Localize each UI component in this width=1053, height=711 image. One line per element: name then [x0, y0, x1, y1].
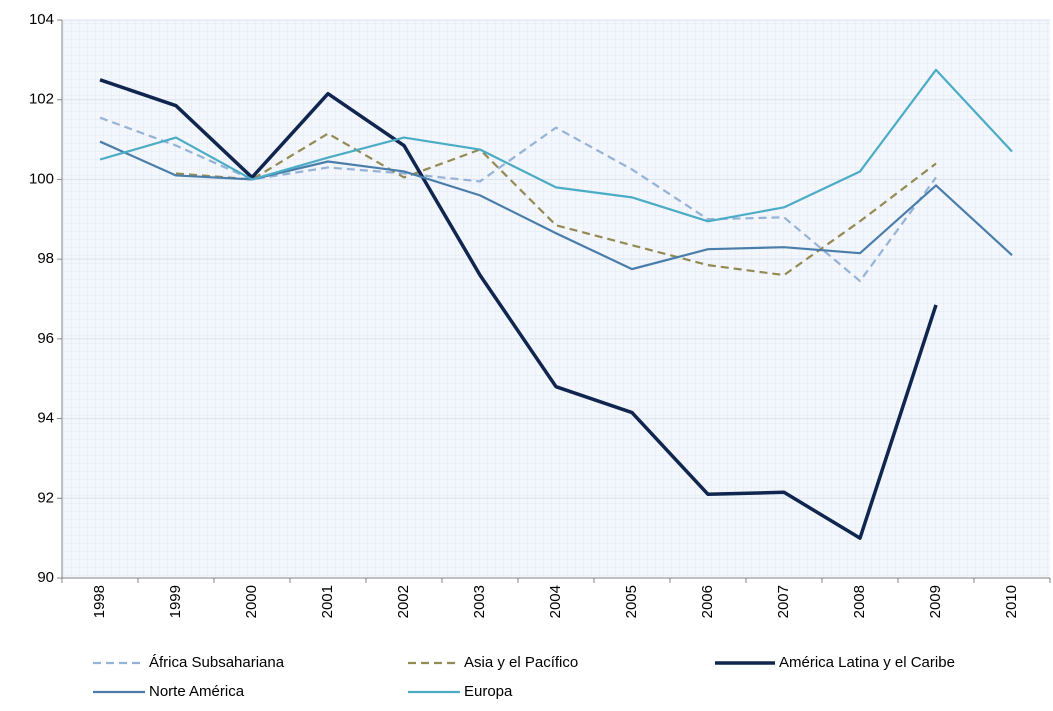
legend-label: Norte América — [149, 683, 245, 700]
y-tick-label: 90 — [37, 569, 54, 586]
x-tick-label: 2007 — [775, 585, 792, 618]
y-tick-label: 92 — [37, 489, 54, 506]
x-tick-label: 2002 — [395, 585, 412, 618]
legend-label: América Latina y el Caribe — [779, 654, 955, 671]
x-tick-label: 2001 — [319, 585, 336, 618]
series-line — [99, 116, 937, 283]
series-line — [175, 132, 937, 277]
y-tick-label: 104 — [29, 11, 54, 28]
y-tick-label: 100 — [29, 170, 54, 187]
y-tick-label: 94 — [37, 410, 54, 427]
legend-label: Europa — [464, 683, 513, 700]
x-tick-label: 1999 — [167, 585, 184, 618]
y-tick-label: 102 — [29, 91, 54, 108]
x-tick-label: 2006 — [699, 585, 716, 618]
series-line — [99, 78, 938, 540]
series-line — [99, 68, 1013, 223]
x-tick-label: 2010 — [1003, 585, 1020, 618]
x-tick-label: 2005 — [623, 585, 640, 618]
x-tick-label: 2004 — [547, 585, 564, 618]
x-tick-label: 1998 — [91, 585, 108, 618]
y-tick-label: 98 — [37, 250, 54, 267]
x-tick-label: 2003 — [471, 585, 488, 618]
x-tick-label: 2008 — [851, 585, 868, 618]
x-tick-label: 2000 — [243, 585, 260, 618]
legend-label: Asia y el Pacífico — [464, 654, 578, 671]
legend-label: África Subsahariana — [149, 654, 285, 671]
x-tick-label: 2009 — [927, 585, 944, 618]
plot-area — [62, 20, 1050, 578]
y-tick-label: 96 — [37, 330, 54, 347]
